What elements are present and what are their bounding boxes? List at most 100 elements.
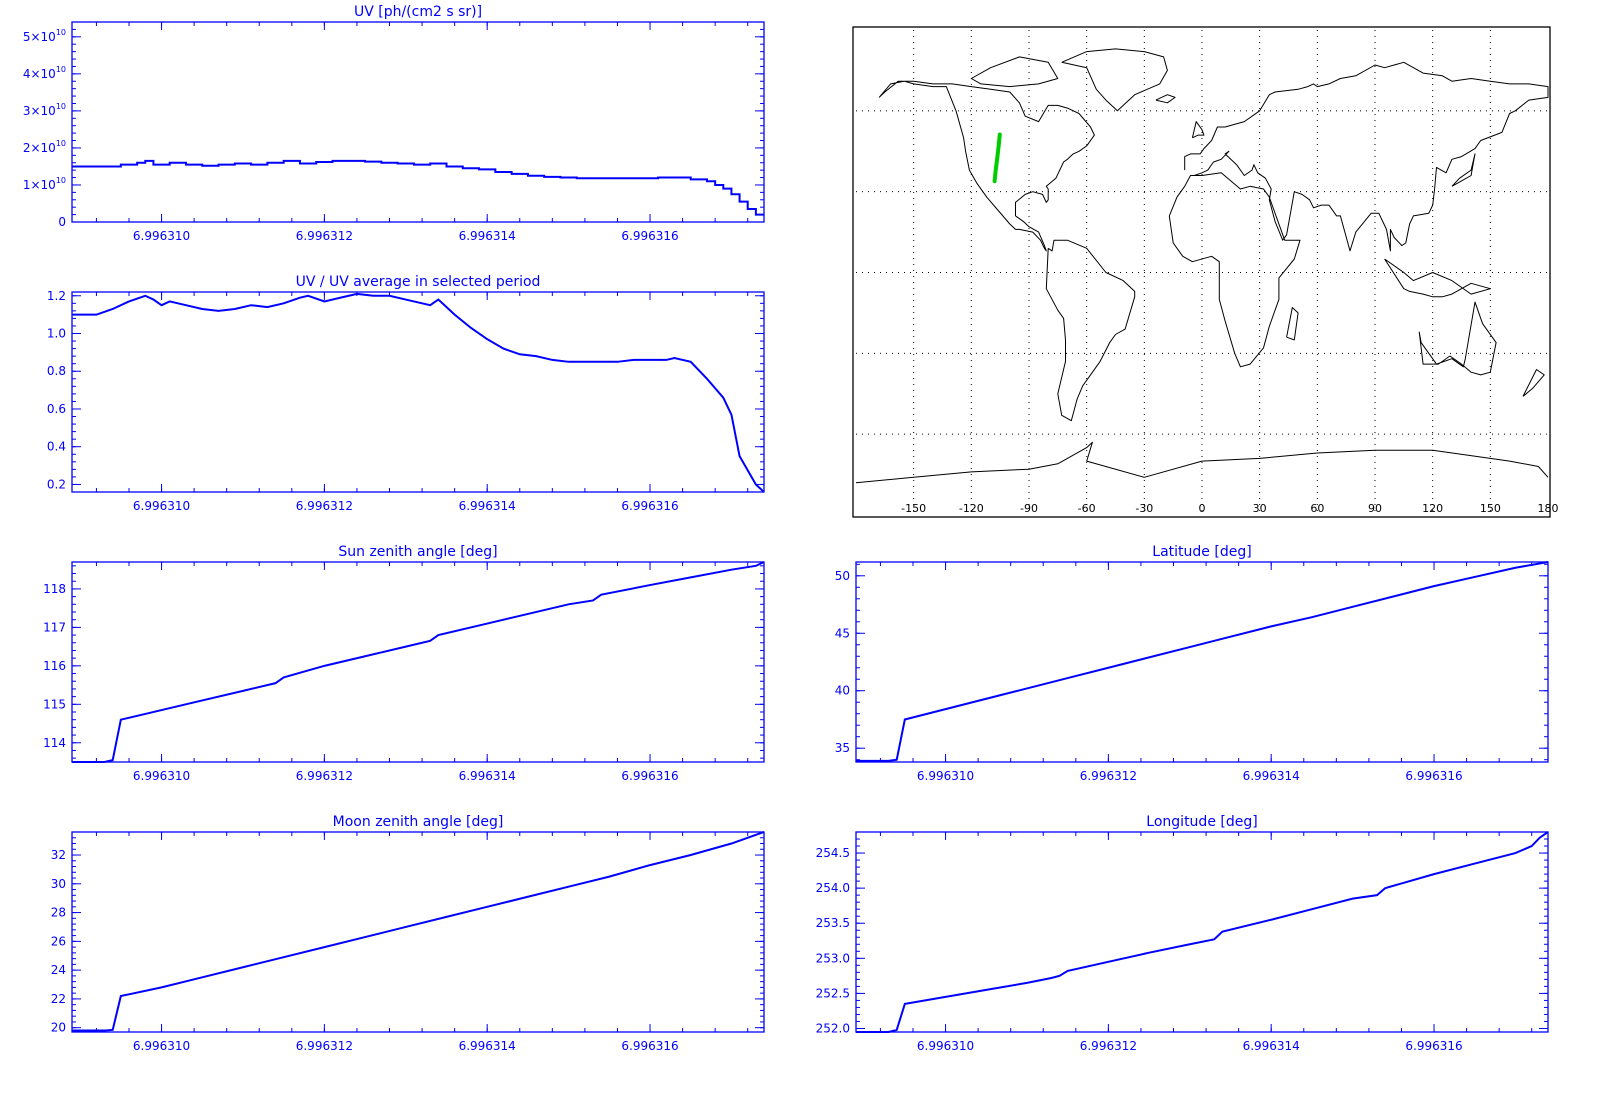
x-tick-label: 6.996310: [917, 769, 974, 783]
map-lon-label: 180: [1538, 502, 1559, 515]
x-tick-label: 6.996310: [133, 769, 190, 783]
moon-zenith-chart: Moon zenith angle [deg] 6.996310 6.996312 6…: [51, 814, 765, 1053]
map-lon-label: -30: [1135, 502, 1153, 515]
coastline-indonesia: [1384, 258, 1491, 298]
y-tick-label: 254.0: [816, 881, 850, 895]
x-tick-label: 6.996314: [459, 1039, 516, 1053]
longitude-chart: Longitude [deg] 6.996310 6.996312 6.996314 6…: [816, 814, 1549, 1053]
y-tick-label: 3×1010: [23, 102, 66, 118]
map-lon-label: -120: [959, 502, 984, 515]
uv-radiance-chart: UV [ph/(cm2 s sr)] 6.996310 6.996312 6.9963…: [23, 4, 765, 243]
x-tick-label: 6.996314: [1243, 1039, 1300, 1053]
y-tick-label: 1.2: [47, 289, 66, 303]
y-tick-label: 20: [51, 1021, 66, 1035]
x-tick-label: 6.996312: [296, 769, 353, 783]
coastline-arctic-archipelago: [971, 56, 1059, 88]
coastline-british-isles: [1191, 121, 1205, 139]
satellite-track: [992, 132, 1002, 184]
x-tick-label: 6.996314: [459, 769, 516, 783]
coastline-north-america: [878, 80, 1095, 252]
coastline-new-zealand: [1522, 369, 1545, 397]
x-tick-label: 6.996314: [459, 229, 516, 243]
map-lon-label: 60: [1310, 502, 1324, 515]
plot-frame: [855, 561, 1549, 763]
plot-frame: [71, 831, 765, 1033]
uv-ratio-chart: UV / UV average in selected period 6.9963…: [47, 274, 765, 513]
y-tick-label: 254.5: [816, 846, 850, 860]
y-tick-label: 35: [835, 741, 850, 755]
coastline-africa: [1168, 172, 1301, 368]
y-tick-label: 45: [835, 626, 850, 640]
x-tick-label: 6.996316: [1405, 769, 1462, 783]
plot-frame: [71, 291, 765, 493]
coastline-madagascar: [1286, 307, 1299, 341]
x-tick-label: 6.996316: [621, 1039, 678, 1053]
data-series-line: [72, 831, 765, 1032]
data-series-line: [72, 159, 764, 216]
y-tick-label: 114: [43, 736, 66, 750]
y-tick-exponent: 10: [56, 176, 66, 185]
x-tick-label: 6.996310: [133, 1039, 190, 1053]
y-tick-label: 2×1010: [23, 139, 66, 155]
data-series-line: [856, 831, 1549, 1033]
coastline-iceland: [1155, 94, 1176, 104]
y-tick-label: 252.0: [816, 1021, 850, 1035]
coastline-south-america: [1045, 239, 1136, 422]
x-tick-label: 6.996316: [1405, 1039, 1462, 1053]
y-tick-label: 22: [51, 992, 66, 1006]
x-tick-label: 6.996314: [1243, 769, 1300, 783]
map-lon-label: 150: [1480, 502, 1501, 515]
x-tick-label: 6.996310: [917, 1039, 974, 1053]
y-tick-exponent: 10: [56, 65, 66, 74]
chart-title: Longitude [deg]: [1146, 814, 1257, 830]
chart-title: UV / UV average in selected period: [296, 274, 541, 290]
y-tick-label: 1.0: [47, 327, 66, 341]
coastline-antarctica: [855, 441, 1549, 484]
y-tick-label: 117: [43, 620, 66, 634]
y-tick-mantissa: 2×10: [23, 141, 56, 155]
map-frame: [852, 26, 1551, 518]
y-tick-mantissa: 4×10: [23, 67, 56, 81]
x-tick-label: 6.996310: [133, 499, 190, 513]
data-series-line: [856, 561, 1549, 762]
chart-title: Sun zenith angle [deg]: [338, 544, 497, 560]
coastline-greenland: [1061, 48, 1168, 112]
x-tick-label: 6.996312: [296, 229, 353, 243]
x-tick-label: 6.996316: [621, 229, 678, 243]
y-tick-label: 24: [51, 963, 66, 977]
world-map: -150 -120 -90 -60 -30 0 30 60 90 120 150 180: [852, 26, 1559, 518]
y-tick-exponent: 10: [56, 28, 66, 37]
x-tick-label: 6.996314: [459, 499, 516, 513]
y-tick-label: 118: [43, 582, 66, 596]
data-series-line: [72, 292, 765, 493]
sun-zenith-chart: Sun zenith angle [deg] 6.996310 6.996312 6.…: [43, 544, 765, 783]
y-tick-label: 116: [43, 659, 66, 673]
map-lon-label: 90: [1368, 502, 1382, 515]
y-tick-label: 0.6: [47, 402, 66, 416]
x-tick-label: 6.996310: [133, 229, 190, 243]
y-tick-label: 40: [835, 684, 850, 698]
map-lon-label: 120: [1422, 502, 1443, 515]
plot-frame: [71, 21, 765, 223]
coastline-japan: [1451, 153, 1476, 187]
y-tick-label: 253.0: [816, 951, 850, 965]
y-tick-label: 30: [51, 877, 66, 891]
x-tick-label: 6.996316: [621, 769, 678, 783]
y-tick-label: 28: [51, 906, 66, 920]
y-tick-label: 0.4: [47, 440, 66, 454]
y-tick-mantissa: 1×10: [23, 178, 56, 192]
y-tick-label: 252.5: [816, 986, 850, 1000]
y-tick-label: 1×1010: [23, 176, 66, 192]
y-tick-mantissa: 5×10: [23, 30, 56, 44]
y-tick-label: 253.5: [816, 916, 850, 930]
y-tick-label: 0.2: [47, 477, 66, 491]
plot-frame: [71, 561, 765, 763]
x-tick-label: 6.996312: [1080, 769, 1137, 783]
map-lon-label: -150: [901, 502, 926, 515]
y-tick-label: 4×1010: [23, 65, 66, 81]
x-tick-label: 6.996316: [621, 499, 678, 513]
chart-title: Moon zenith angle [deg]: [333, 814, 504, 830]
x-tick-label: 6.996312: [296, 499, 353, 513]
map-lon-label: 0: [1199, 502, 1206, 515]
